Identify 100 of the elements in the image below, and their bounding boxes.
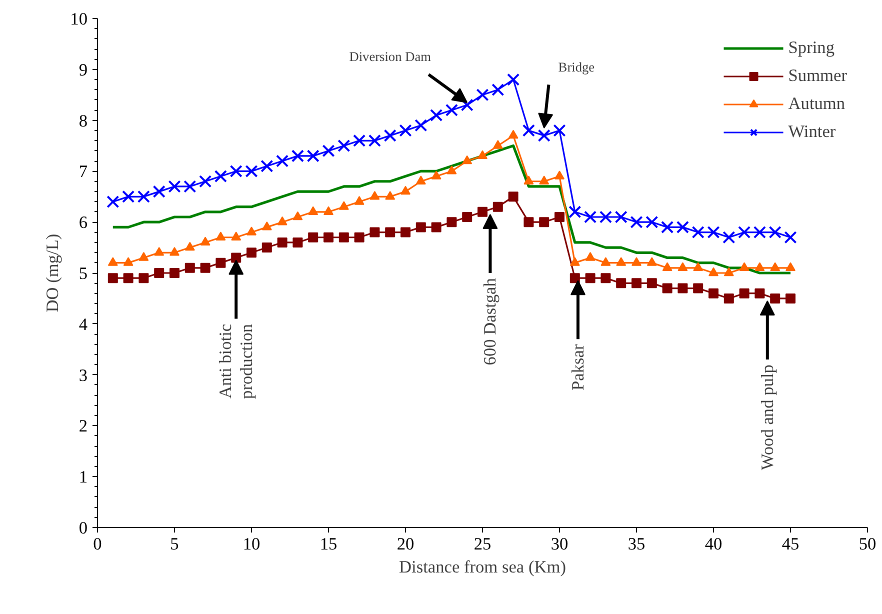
point (246, 248, 256, 258)
legend-label: Summer (788, 66, 847, 86)
x-tick-label: 0 (93, 534, 102, 554)
y-tick-label: 9 (78, 60, 88, 80)
x-tick-label: 30 (550, 534, 568, 554)
point (646, 257, 657, 266)
point (768, 226, 782, 239)
y-tick-label: 5 (78, 264, 88, 283)
point (414, 119, 428, 132)
point (399, 124, 412, 137)
point (385, 190, 396, 200)
point (692, 226, 704, 239)
point (216, 258, 226, 268)
x-tick-label: 20 (396, 534, 414, 554)
x-tick-label: 45 (782, 534, 800, 554)
point (108, 273, 118, 284)
point (632, 278, 642, 288)
point (784, 231, 797, 244)
x-tick-label: 40 (704, 534, 722, 554)
point (338, 139, 350, 152)
point (260, 160, 274, 172)
point (308, 206, 318, 216)
point (400, 227, 410, 238)
point (724, 293, 734, 304)
point (230, 164, 242, 178)
y-tick-label: 0 (78, 518, 88, 538)
legend-label: Spring (788, 38, 834, 58)
point (170, 246, 180, 256)
point (184, 262, 195, 273)
point (614, 210, 628, 224)
point (478, 150, 488, 160)
point (138, 252, 149, 261)
point (445, 104, 458, 116)
point (184, 242, 195, 251)
point (600, 273, 611, 284)
point (462, 155, 472, 164)
point (738, 226, 751, 239)
point (308, 232, 318, 242)
point (370, 190, 380, 200)
point (400, 186, 410, 195)
point (739, 288, 750, 298)
point (123, 273, 134, 284)
point (678, 262, 688, 272)
point (724, 267, 734, 276)
x-axis-title: Distance from sea (Km) (399, 558, 566, 576)
point (646, 216, 658, 228)
point (553, 124, 566, 137)
point (508, 192, 518, 202)
point (786, 293, 796, 304)
point (277, 216, 288, 226)
point (616, 278, 626, 288)
point (123, 257, 134, 266)
point (137, 190, 150, 203)
point (739, 262, 750, 272)
annotation: Paksar (568, 344, 588, 390)
point (385, 227, 396, 238)
annotation: Wood and pulp (758, 364, 777, 470)
point (108, 257, 118, 266)
point (338, 232, 349, 242)
point (106, 195, 120, 208)
point (292, 211, 303, 220)
y-tick-label: 2 (78, 416, 88, 436)
point (568, 206, 582, 218)
point (707, 226, 720, 239)
point (708, 288, 718, 298)
point (430, 108, 443, 122)
annotation: Bridge (558, 59, 595, 74)
point (184, 180, 196, 193)
point (152, 185, 166, 198)
y-tick-label: 7 (78, 162, 88, 182)
y-tick-label: 6 (78, 213, 88, 232)
point (630, 216, 643, 228)
point (524, 217, 534, 228)
point (216, 232, 226, 240)
point (170, 268, 180, 278)
legend-label: Winter (788, 122, 836, 142)
point (322, 144, 335, 158)
point (262, 242, 272, 253)
point (338, 201, 349, 210)
x-tick-label: 50 (858, 534, 876, 554)
point (416, 176, 426, 184)
point (324, 232, 334, 242)
point (200, 236, 210, 246)
point (678, 283, 688, 294)
point (539, 176, 550, 184)
point (599, 210, 612, 224)
point (354, 196, 364, 205)
point (122, 190, 135, 203)
x-tick-label: 10 (242, 534, 260, 554)
point (524, 176, 534, 184)
point (231, 232, 242, 240)
point (476, 88, 489, 102)
point (431, 222, 442, 232)
point (246, 226, 256, 236)
annotation: Diversion Dam (349, 49, 432, 64)
point (277, 237, 288, 248)
point (198, 175, 212, 188)
point (632, 257, 642, 266)
y-tick-label: 8 (78, 111, 88, 130)
point (754, 288, 765, 298)
